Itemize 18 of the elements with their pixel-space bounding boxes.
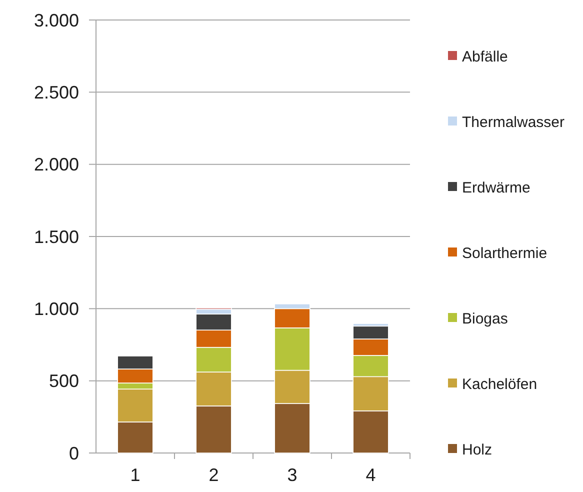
legend-label: Solarthermie: [462, 244, 548, 262]
legend-label: Kachelöfen: [462, 376, 538, 393]
x-tick-label: 2: [208, 465, 219, 485]
x-tick-label: 4: [366, 465, 376, 485]
x-tick-label: 1: [130, 465, 140, 485]
legend-label: Erdwärme: [462, 179, 530, 196]
legend-label: Holz: [462, 441, 492, 458]
y-tick-label: 500: [48, 371, 79, 392]
y-tick-label: 2.500: [34, 82, 79, 102]
y-tick-label: 0: [68, 443, 79, 464]
y-tick-label: 2.000: [34, 154, 79, 175]
y-tick-label: 1.500: [34, 226, 79, 247]
legend-label: Thermalwasser: [462, 114, 565, 131]
y-tick-label: 3.000: [34, 10, 79, 30]
legend-label: Abfälle: [462, 48, 508, 66]
legend-label: Biogas: [462, 310, 508, 328]
y-tick-label: 1.000: [34, 298, 79, 319]
x-tick-label: 3: [287, 465, 298, 485]
